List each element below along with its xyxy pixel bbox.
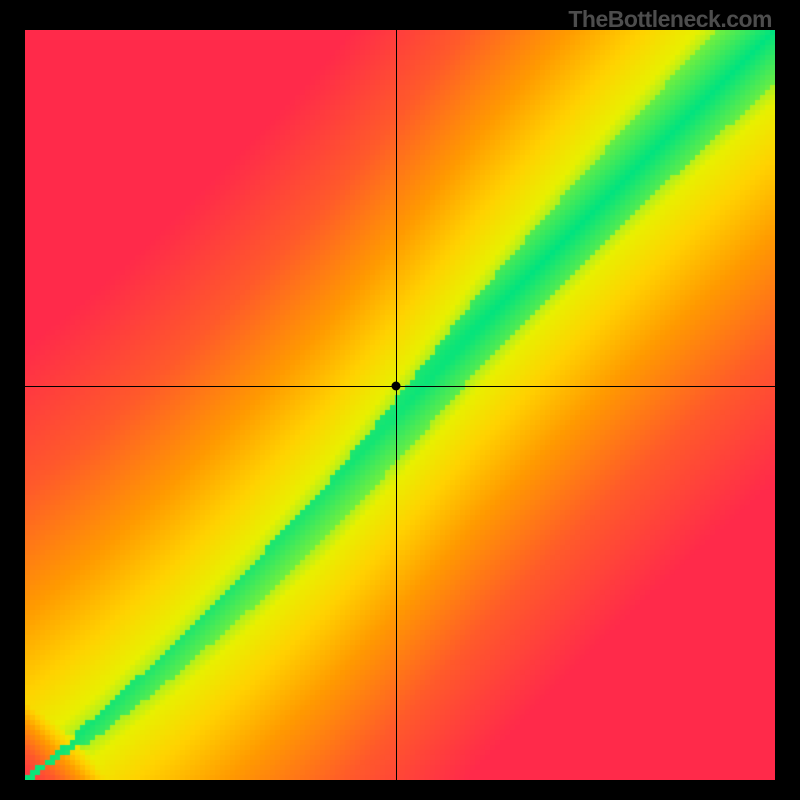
crosshair-vertical bbox=[396, 30, 397, 780]
watermark-text: TheBottleneck.com bbox=[568, 6, 772, 33]
heatmap-canvas bbox=[25, 30, 775, 780]
crosshair-marker bbox=[392, 382, 401, 391]
heatmap-plot bbox=[25, 30, 775, 780]
chart-container: { "type": "heatmap", "source_watermark":… bbox=[0, 0, 800, 800]
